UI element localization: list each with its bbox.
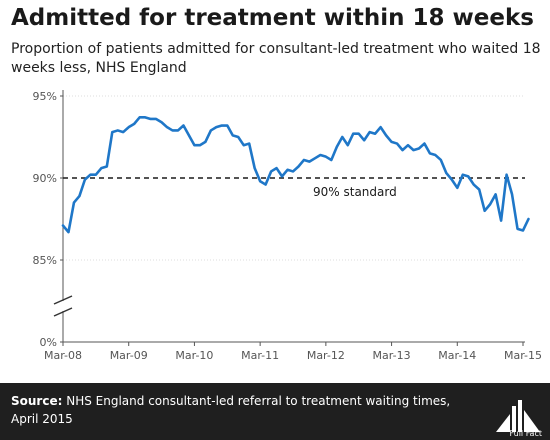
axis-break-gap: [53, 301, 73, 311]
x-tick-label: Mar-10: [175, 349, 213, 362]
series-line: [61, 116, 530, 234]
logo-text: Full Fact: [509, 429, 542, 438]
full-fact-logo-icon: [496, 400, 540, 432]
x-tick-label: Mar-08: [44, 349, 82, 362]
source-note: Source: NHS England consultant-led refer…: [11, 392, 481, 428]
source-text: NHS England consultant-led referral to t…: [11, 394, 451, 426]
x-tick-label: Mar-12: [307, 349, 345, 362]
x-tick-label: Mar-15: [504, 349, 542, 362]
chart-title: Admitted for treatment within 18 weeks: [11, 5, 534, 31]
x-tick-label: Mar-11: [241, 349, 279, 362]
chart-subtitle: Proportion of patients admitted for cons…: [11, 41, 541, 76]
y-tick-label: 0%: [40, 336, 57, 349]
source-label: Source:: [11, 394, 63, 408]
axis-break-mark: [53, 295, 73, 305]
y-tick-label: 85%: [33, 254, 57, 267]
line-chart: 95% 90% 85% 0%Mar-08 Mar-09 Mar-10 Mar-11 Mar-1…: [33, 90, 542, 362]
y-tick-label: 95%: [33, 90, 57, 103]
reference-line-label: 90% standard: [313, 185, 397, 199]
x-tick-label: Mar-09: [110, 349, 148, 362]
axis-break-mark: [53, 307, 73, 317]
y-tick-label: 90%: [33, 172, 57, 185]
footer: Source: NHS England consultant-led refer…: [0, 383, 550, 440]
x-tick-label: Mar-14: [438, 349, 476, 362]
x-tick-label: Mar-13: [373, 349, 411, 362]
